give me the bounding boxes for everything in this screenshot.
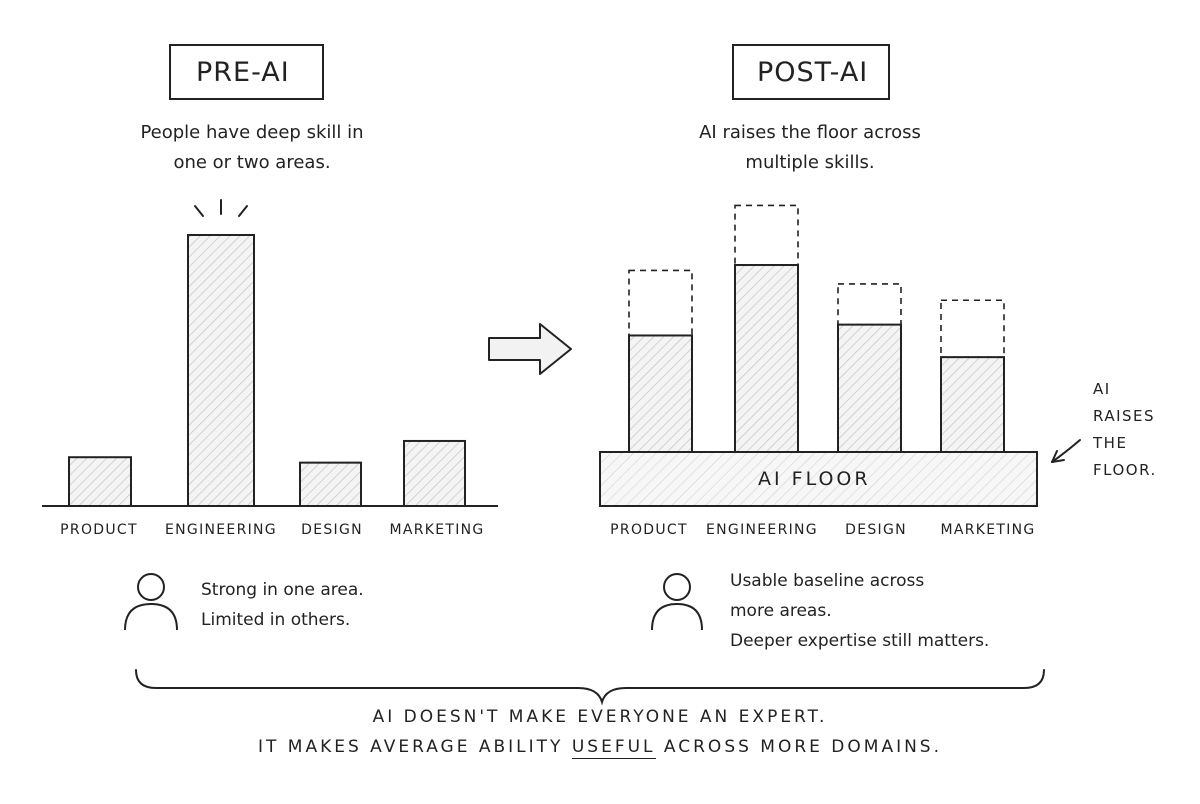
post-ai-potential-outline-design <box>837 283 902 326</box>
side-arrow-icon <box>1051 439 1081 463</box>
post-ai-category-label: MARKETING <box>940 522 1035 538</box>
conclusion-text: IT MAKES AVERAGE ABILITY <box>258 737 572 757</box>
post-ai-bar-product <box>628 334 693 453</box>
pre-ai-caption-line: one or two areas. <box>173 152 331 173</box>
pre-ai-category-label: DESIGN <box>301 522 363 538</box>
ai-floor-block <box>599 451 1038 507</box>
side-label-line: RAISES <box>1093 407 1156 425</box>
pre-ai-bar-product <box>68 456 132 507</box>
post-ai-note-line: more areas. <box>730 601 832 621</box>
side-label-line: THE <box>1093 434 1128 452</box>
post-ai-potential-outline-engineering <box>734 204 799 266</box>
pre-ai-bar-engineering <box>187 234 255 507</box>
post-ai-note: Usable baseline across more areas. Deepe… <box>730 566 989 656</box>
pre-ai-note-line: Strong in one area. <box>201 580 364 600</box>
conclusion: AI DOESN'T MAKE EVERYONE AN EXPERT. IT M… <box>100 702 1100 762</box>
conclusion-line-1: AI DOESN'T MAKE EVERYONE AN EXPERT. <box>372 707 828 727</box>
pre-ai-caption-line: People have deep skill in <box>140 122 364 143</box>
pre-ai-title: PRE-AI <box>196 57 290 88</box>
person-icon <box>651 573 703 631</box>
post-ai-potential-outline-product <box>628 269 693 337</box>
post-ai-note-line: Usable baseline across <box>730 571 925 591</box>
pre-ai-bar-marketing <box>403 439 466 507</box>
post-ai-category-label: ENGINEERING <box>706 522 818 538</box>
side-label-line: AI <box>1093 380 1111 398</box>
post-ai-title: POST-AI <box>757 57 869 88</box>
pre-ai-note: Strong in one area. Limited in others. <box>201 575 364 635</box>
person-icon <box>124 573 178 631</box>
post-ai-bar-design <box>837 323 902 454</box>
pre-ai-category-label: ENGINEERING <box>165 522 277 538</box>
transition-arrow-icon <box>488 323 572 375</box>
ai-raises-floor-label: AI RAISES THE FLOOR. <box>1093 376 1157 484</box>
conclusion-emphasis: USEFUL <box>571 737 656 759</box>
conclusion-text: ACROSS MORE DOMAINS. <box>655 737 942 757</box>
post-ai-caption-line: multiple skills. <box>745 152 875 173</box>
post-ai-potential-outline-marketing <box>940 299 1005 358</box>
emphasis-spark-icon <box>194 199 248 217</box>
pre-ai-bar-design <box>299 461 362 508</box>
pre-ai-caption: People have deep skill in one or two are… <box>102 118 402 178</box>
pre-ai-category-label: MARKETING <box>389 522 484 538</box>
post-ai-caption-line: AI raises the floor across <box>699 122 921 143</box>
pre-ai-category-label: PRODUCT <box>60 522 138 538</box>
ai-floor-label: AI FLOOR <box>758 468 871 490</box>
pre-ai-title-box <box>169 44 324 100</box>
post-ai-bar-engineering <box>734 264 799 454</box>
post-ai-bar-marketing <box>940 356 1005 453</box>
post-ai-note-line: Deeper expertise still matters. <box>730 631 990 651</box>
pre-ai-note-line: Limited in others. <box>201 610 351 630</box>
side-label-line: FLOOR. <box>1093 461 1157 479</box>
post-ai-caption: AI raises the floor across multiple skil… <box>660 118 960 178</box>
summary-brace <box>135 669 1045 706</box>
post-ai-title-box <box>732 44 890 100</box>
post-ai-category-label: PRODUCT <box>610 522 688 538</box>
conclusion-line-2: IT MAKES AVERAGE ABILITY USEFUL ACROSS M… <box>100 732 1100 762</box>
post-ai-category-label: DESIGN <box>845 522 907 538</box>
